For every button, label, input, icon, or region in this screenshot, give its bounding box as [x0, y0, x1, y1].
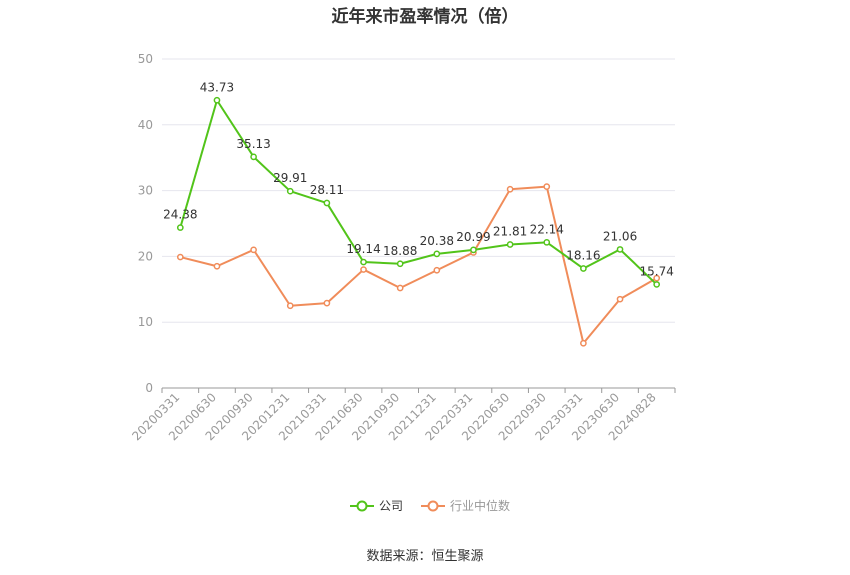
data-label: 29.91 — [273, 171, 307, 185]
data-label: 20.38 — [420, 234, 454, 248]
data-label: 19.14 — [346, 242, 380, 256]
data-point[interactable] — [250, 153, 257, 161]
data-source-note: 数据来源：恒生聚源 — [366, 549, 484, 564]
legend-marker — [427, 500, 439, 512]
data-point[interactable] — [653, 281, 661, 288]
data-label: 15.74 — [639, 264, 673, 278]
y-tick-label: 50 — [138, 52, 153, 66]
data-point[interactable] — [433, 266, 441, 274]
data-point[interactable] — [360, 258, 367, 266]
data-point[interactable] — [176, 253, 184, 261]
series-line-industry-median — [180, 185, 658, 345]
data-point[interactable] — [543, 238, 551, 246]
data-point[interactable] — [250, 246, 257, 254]
legend-item-company[interactable]: 公司 — [350, 499, 403, 513]
data-label: 21.06 — [603, 229, 637, 243]
data-point[interactable] — [580, 339, 587, 347]
chart-title: 近年来市盈率情况（倍） — [331, 7, 519, 27]
data-point[interactable] — [470, 246, 477, 254]
data-point[interactable] — [323, 299, 331, 307]
legend-label: 行业中位数 — [450, 498, 510, 513]
legend[interactable]: 公司 行业中位数 — [350, 498, 510, 513]
data-label: 20.99 — [456, 230, 490, 244]
y-tick-label: 20 — [138, 249, 153, 263]
grid-lines — [162, 58, 675, 323]
y-tick-label: 10 — [138, 315, 153, 329]
data-label: 43.73 — [200, 80, 234, 94]
data-point[interactable] — [616, 295, 624, 303]
data-point[interactable] — [580, 265, 587, 272]
data-point[interactable] — [286, 187, 294, 195]
data-label: 22.14 — [530, 222, 564, 236]
data-point[interactable] — [543, 183, 551, 191]
data-point[interactable] — [506, 185, 514, 193]
y-tick-label: 40 — [138, 118, 153, 132]
series-lines — [176, 96, 661, 347]
data-point[interactable] — [616, 246, 624, 253]
data-point[interactable] — [433, 250, 441, 258]
data-point[interactable] — [396, 284, 404, 292]
data-label: 18.16 — [566, 249, 600, 263]
data-point[interactable] — [653, 274, 661, 282]
legend-item-industry-median[interactable]: 行业中位数 — [421, 498, 510, 513]
data-label: 21.81 — [493, 224, 527, 238]
data-label: 18.88 — [383, 244, 417, 258]
data-label: 28.11 — [310, 183, 344, 197]
y-tick-label: 30 — [138, 184, 153, 198]
series-line-company — [179, 99, 658, 286]
data-label: 35.13 — [236, 137, 270, 151]
data-point[interactable] — [286, 302, 294, 310]
legend-label: 公司 — [379, 499, 403, 513]
data-point[interactable] — [360, 266, 367, 273]
data-point[interactable] — [396, 260, 404, 268]
data-point[interactable] — [213, 96, 221, 104]
y-tick-label: 0 — [145, 381, 153, 395]
legend-marker — [356, 500, 368, 512]
data-point[interactable] — [176, 224, 184, 231]
data-point[interactable] — [213, 262, 221, 270]
data-label: 24.38 — [163, 208, 197, 222]
data-point[interactable] — [323, 199, 331, 207]
data-point[interactable] — [506, 241, 514, 248]
